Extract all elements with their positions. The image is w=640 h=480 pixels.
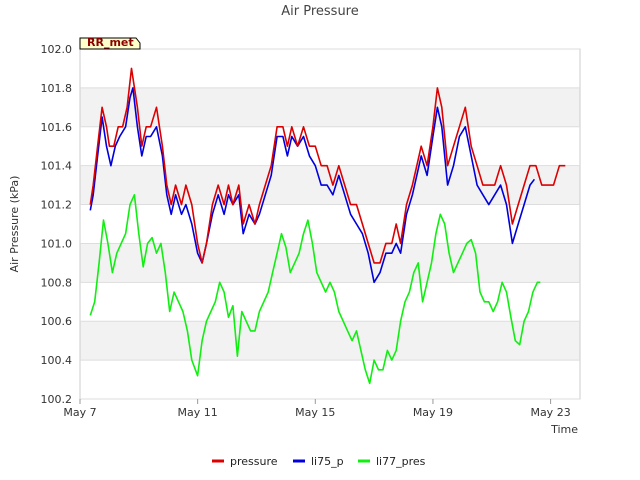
site-badge: RR_met — [79, 36, 141, 50]
legend-label-li77_pres: li77_pres — [376, 455, 426, 468]
grid-band — [80, 165, 580, 205]
site-badge-label: RR_met — [87, 36, 134, 49]
y-tick-label: 101.0 — [41, 237, 73, 250]
x-axis: May 7 May 11 May 15 May 19 May 23 — [63, 399, 571, 419]
x-tick-label: May 15 — [295, 406, 335, 419]
grid-band — [80, 87, 580, 127]
series-line-pressure — [89, 67, 566, 264]
grid-band — [80, 321, 580, 361]
x-tick-label: May 7 — [63, 406, 96, 419]
y-tick-label: 101.2 — [41, 199, 73, 212]
y-tick-label: 101.6 — [41, 121, 73, 134]
series-lines — [89, 67, 566, 385]
legend-label-li75_p: li75_p — [311, 455, 344, 468]
y-axis-label: Air Pressure (kPa) — [8, 176, 21, 273]
chart-title: Air Pressure — [281, 4, 359, 19]
grid-bands — [80, 87, 580, 361]
y-tick-label: 102.0 — [41, 43, 73, 56]
x-tick-label: May 23 — [530, 406, 570, 419]
x-tick-label: May 11 — [178, 406, 218, 419]
x-tick-label: May 19 — [413, 406, 453, 419]
y-tick-label: 100.6 — [41, 315, 73, 328]
y-tick-label: 101.8 — [41, 82, 73, 95]
x-axis-label: Time — [550, 423, 578, 436]
y-tick-label: 101.4 — [41, 160, 73, 173]
y-tick-label: 100.4 — [41, 354, 73, 367]
y-tick-label: 100.2 — [41, 393, 73, 406]
legend: pressure li75_p li77_pres — [212, 455, 426, 468]
legend-label-pressure: pressure — [230, 455, 278, 468]
y-tick-label: 100.8 — [41, 276, 73, 289]
series-line-li77_pres — [89, 194, 541, 385]
